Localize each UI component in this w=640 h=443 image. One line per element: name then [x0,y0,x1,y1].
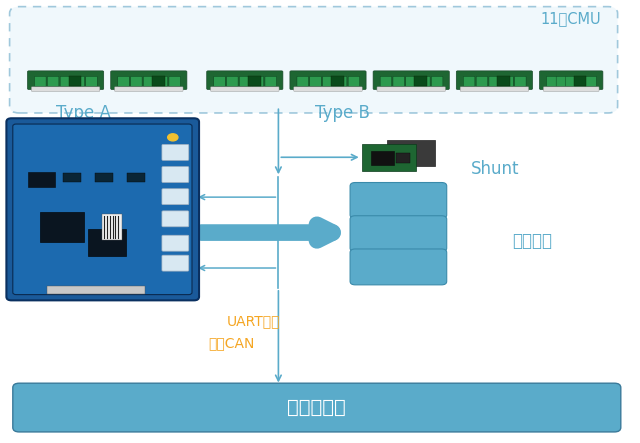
FancyBboxPatch shape [86,76,97,86]
FancyBboxPatch shape [373,71,449,89]
FancyBboxPatch shape [380,76,392,86]
FancyBboxPatch shape [265,76,276,86]
FancyBboxPatch shape [169,76,180,86]
FancyBboxPatch shape [6,118,199,300]
FancyBboxPatch shape [431,76,443,86]
FancyBboxPatch shape [143,76,155,86]
Text: 保护器件: 保护器件 [512,233,552,250]
FancyBboxPatch shape [456,71,532,89]
FancyBboxPatch shape [585,76,596,86]
FancyBboxPatch shape [239,76,251,86]
FancyBboxPatch shape [350,216,447,252]
FancyBboxPatch shape [350,249,447,285]
FancyBboxPatch shape [162,235,189,251]
FancyBboxPatch shape [60,76,72,86]
FancyBboxPatch shape [162,167,189,183]
FancyBboxPatch shape [68,76,81,85]
FancyBboxPatch shape [419,76,430,86]
FancyBboxPatch shape [162,211,189,227]
FancyBboxPatch shape [214,76,225,86]
FancyBboxPatch shape [156,76,168,86]
FancyBboxPatch shape [502,76,513,86]
Text: 高速CAN: 高速CAN [208,336,254,350]
FancyBboxPatch shape [47,286,145,294]
Circle shape [168,134,178,141]
FancyBboxPatch shape [543,87,599,91]
FancyBboxPatch shape [290,71,366,89]
FancyBboxPatch shape [248,76,260,85]
FancyBboxPatch shape [323,76,334,86]
FancyBboxPatch shape [476,76,488,86]
FancyBboxPatch shape [348,76,360,86]
FancyBboxPatch shape [335,76,347,86]
FancyBboxPatch shape [162,144,189,160]
Text: Type A: Type A [56,104,111,122]
FancyBboxPatch shape [515,76,526,86]
Text: Type B: Type B [315,104,370,122]
Text: 11个CMU: 11个CMU [541,11,602,26]
Text: 整车控制器: 整车控制器 [287,398,346,417]
FancyBboxPatch shape [162,189,189,205]
Text: 主负: 主负 [388,225,408,243]
FancyBboxPatch shape [207,71,283,89]
FancyBboxPatch shape [463,76,475,86]
FancyBboxPatch shape [396,153,410,163]
FancyBboxPatch shape [377,87,445,91]
Text: Shunt: Shunt [470,160,519,178]
FancyBboxPatch shape [575,76,587,86]
FancyBboxPatch shape [350,183,447,218]
Polygon shape [387,140,435,166]
FancyBboxPatch shape [227,76,238,86]
FancyBboxPatch shape [13,383,621,432]
FancyBboxPatch shape [371,151,394,165]
FancyBboxPatch shape [294,87,362,91]
FancyBboxPatch shape [211,87,279,91]
FancyBboxPatch shape [252,76,264,86]
FancyBboxPatch shape [414,76,427,85]
FancyBboxPatch shape [35,76,46,86]
FancyBboxPatch shape [115,87,183,91]
FancyBboxPatch shape [460,87,529,91]
FancyBboxPatch shape [111,71,187,89]
FancyBboxPatch shape [540,71,603,89]
FancyBboxPatch shape [152,76,164,85]
FancyBboxPatch shape [297,76,308,86]
FancyBboxPatch shape [406,76,417,86]
Text: UART通信: UART通信 [227,314,281,328]
FancyBboxPatch shape [547,76,558,86]
FancyBboxPatch shape [73,76,84,86]
FancyBboxPatch shape [28,71,104,89]
FancyBboxPatch shape [10,7,618,113]
FancyBboxPatch shape [40,212,84,242]
FancyBboxPatch shape [63,173,81,182]
FancyBboxPatch shape [88,229,126,256]
FancyBboxPatch shape [573,76,586,85]
FancyBboxPatch shape [162,255,189,271]
Text: 主正: 主正 [388,191,408,210]
FancyBboxPatch shape [310,76,321,86]
FancyBboxPatch shape [31,87,100,91]
Text: 预充: 预充 [388,258,408,276]
FancyBboxPatch shape [127,173,145,182]
Polygon shape [362,144,416,171]
FancyBboxPatch shape [95,173,113,182]
Text: intel: intel [40,283,56,289]
FancyBboxPatch shape [566,76,577,86]
FancyBboxPatch shape [331,76,344,85]
FancyBboxPatch shape [28,172,55,187]
FancyBboxPatch shape [393,76,404,86]
FancyBboxPatch shape [131,76,142,86]
FancyBboxPatch shape [102,214,122,240]
FancyBboxPatch shape [497,76,510,85]
FancyBboxPatch shape [556,76,568,86]
FancyBboxPatch shape [489,76,500,86]
FancyBboxPatch shape [13,124,192,295]
FancyBboxPatch shape [118,76,129,86]
FancyBboxPatch shape [47,76,59,86]
